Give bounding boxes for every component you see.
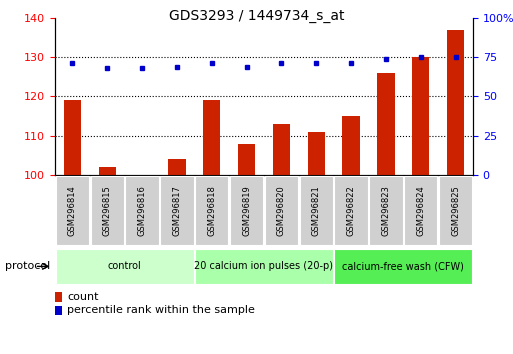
Bar — [342, 116, 360, 175]
Bar — [273, 124, 290, 175]
Text: count: count — [67, 292, 99, 302]
Text: protocol: protocol — [5, 261, 50, 272]
FancyBboxPatch shape — [439, 176, 472, 245]
Text: GSM296816: GSM296816 — [137, 185, 147, 236]
Text: GSM296814: GSM296814 — [68, 185, 77, 236]
Text: GSM296819: GSM296819 — [242, 185, 251, 236]
FancyBboxPatch shape — [90, 176, 124, 245]
Bar — [447, 29, 464, 175]
FancyBboxPatch shape — [230, 176, 263, 245]
Bar — [168, 159, 186, 175]
FancyBboxPatch shape — [160, 176, 193, 245]
Text: calcium-free wash (CFW): calcium-free wash (CFW) — [342, 261, 464, 272]
FancyBboxPatch shape — [56, 176, 89, 245]
FancyBboxPatch shape — [195, 249, 333, 284]
Bar — [203, 101, 221, 175]
FancyBboxPatch shape — [404, 176, 438, 245]
Text: GSM296824: GSM296824 — [416, 185, 425, 236]
Text: GSM296823: GSM296823 — [382, 185, 390, 236]
Text: GSM296818: GSM296818 — [207, 185, 216, 236]
FancyBboxPatch shape — [300, 176, 333, 245]
FancyBboxPatch shape — [334, 176, 368, 245]
Text: percentile rank within the sample: percentile rank within the sample — [67, 306, 255, 315]
Bar — [377, 73, 394, 175]
FancyBboxPatch shape — [265, 176, 298, 245]
Bar — [64, 101, 81, 175]
FancyBboxPatch shape — [56, 249, 193, 284]
FancyBboxPatch shape — [195, 176, 228, 245]
Text: 20 calcium ion pulses (20-p): 20 calcium ion pulses (20-p) — [194, 261, 333, 272]
Text: GSM296821: GSM296821 — [312, 185, 321, 236]
Bar — [238, 144, 255, 175]
Text: GDS3293 / 1449734_s_at: GDS3293 / 1449734_s_at — [169, 9, 344, 23]
FancyBboxPatch shape — [369, 176, 403, 245]
Text: GSM296817: GSM296817 — [172, 185, 182, 236]
FancyBboxPatch shape — [125, 176, 159, 245]
Text: GSM296822: GSM296822 — [347, 185, 356, 236]
FancyBboxPatch shape — [334, 249, 472, 284]
Text: GSM296820: GSM296820 — [277, 185, 286, 236]
Bar — [98, 167, 116, 175]
Text: control: control — [108, 261, 142, 272]
Text: GSM296815: GSM296815 — [103, 185, 112, 236]
Text: GSM296825: GSM296825 — [451, 185, 460, 236]
Bar — [412, 57, 429, 175]
Bar — [307, 132, 325, 175]
